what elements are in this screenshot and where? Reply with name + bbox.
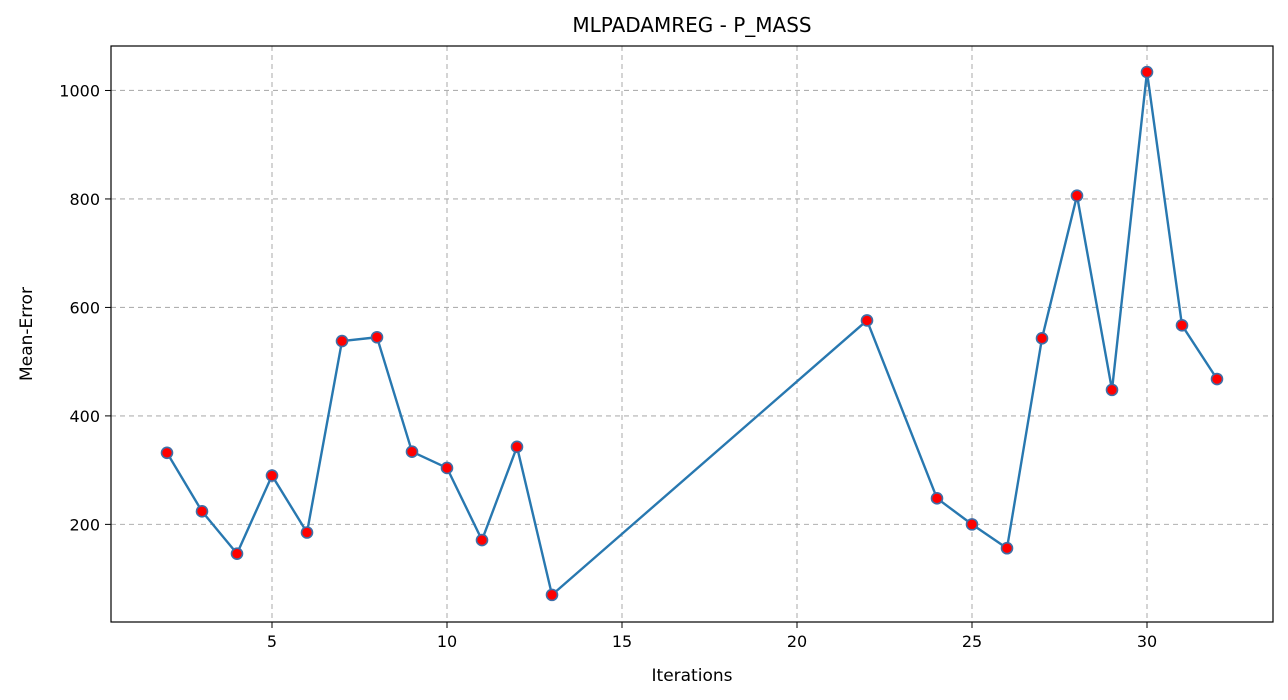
data-point-0-21 <box>1210 372 1224 386</box>
data-point-0-6 <box>370 330 384 344</box>
data-point-0-20 <box>1175 319 1189 332</box>
data-point-0-9 <box>475 533 489 547</box>
x-tick-label-1: 10 <box>437 632 457 651</box>
data-point-0-14 <box>965 518 979 531</box>
data-series <box>160 65 1224 602</box>
y-tick-label-2: 600 <box>69 298 100 317</box>
data-point-0-7 <box>405 445 419 458</box>
data-point-0-19 <box>1140 65 1154 79</box>
data-point-0-18 <box>1105 383 1119 397</box>
data-point-0-4 <box>300 526 314 539</box>
y-tick-label-1: 400 <box>69 407 100 426</box>
data-point-0-17 <box>1070 189 1084 202</box>
data-point-0-13 <box>930 492 944 505</box>
chart-title: MLPADAMREG - P_MASS <box>572 13 811 37</box>
x-tick-label-3: 20 <box>787 632 807 651</box>
data-point-0-15 <box>1000 541 1014 555</box>
y-tick-label-3: 800 <box>69 190 100 209</box>
data-point-0-12 <box>860 314 874 327</box>
data-point-0-3 <box>265 469 279 482</box>
x-axis-label: Iterations <box>652 666 733 686</box>
series-line-0 <box>165 70 1219 597</box>
x-tick-label-0: 5 <box>267 632 277 651</box>
y-axis-label: Mean-Error <box>17 287 37 381</box>
y-tick-label-4: 1000 <box>59 81 100 100</box>
data-point-0-16 <box>1035 332 1049 345</box>
x-tick-label-2: 15 <box>612 632 632 651</box>
x-tick-label-4: 25 <box>962 632 982 651</box>
data-point-0-8 <box>440 461 454 475</box>
plot-frame <box>110 45 1274 623</box>
data-point-0-5 <box>335 334 349 348</box>
data-point-0-2 <box>230 547 244 560</box>
data-point-0-0 <box>160 446 174 460</box>
data-point-0-11 <box>545 588 559 602</box>
data-point-0-10 <box>510 440 524 454</box>
axis-ticks: 5 10 15 20 25 30 200 400 600 800 1000 <box>59 81 1157 651</box>
data-point-0-1 <box>195 505 209 518</box>
x-tick-label-5: 30 <box>1137 632 1157 651</box>
y-tick-label-0: 200 <box>69 515 100 534</box>
